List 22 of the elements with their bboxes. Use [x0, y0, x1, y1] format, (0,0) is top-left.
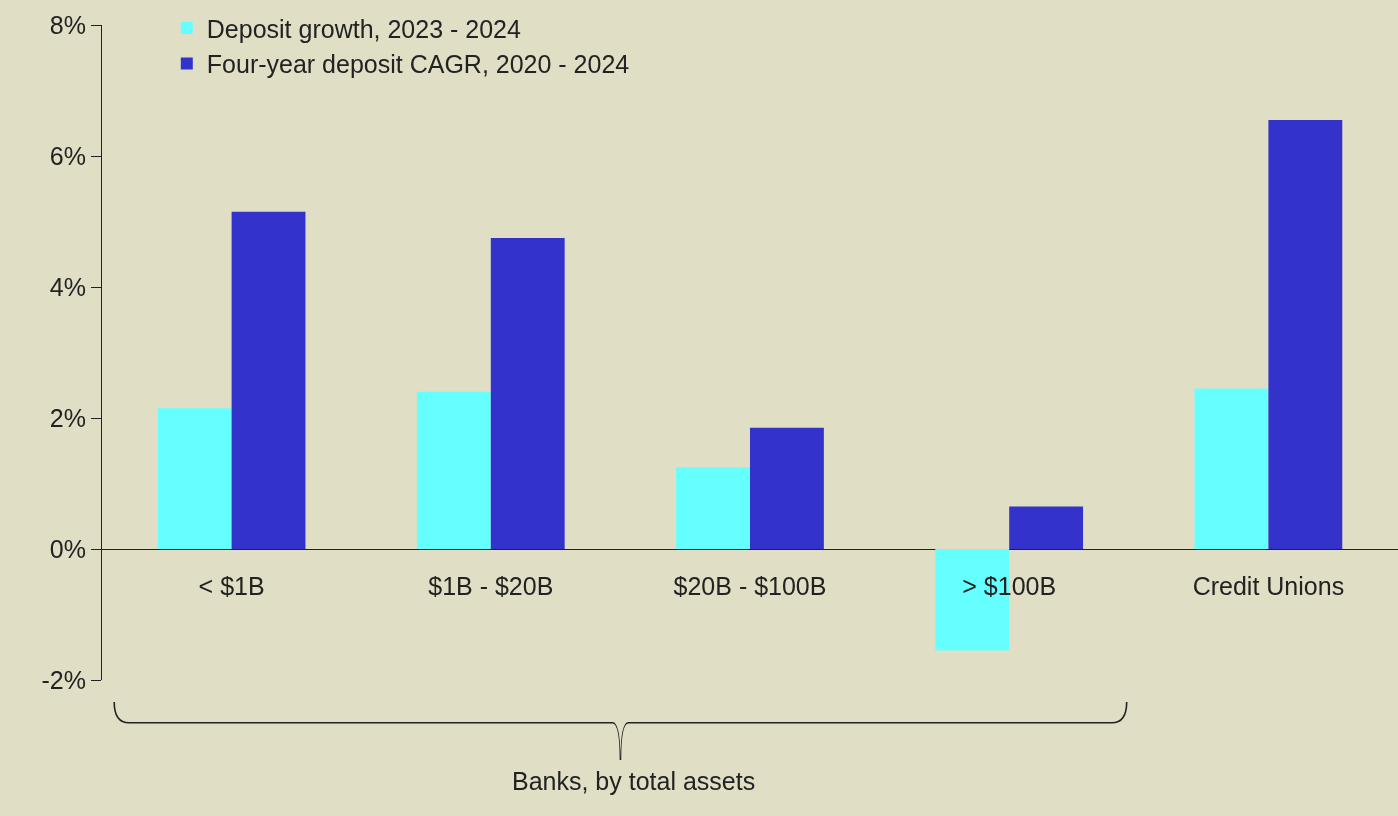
y-tick-label: 4% [49, 272, 86, 301]
x-tick-label: < $1B [198, 572, 265, 600]
legend-label: Deposit growth, 2023 - 2024 [206, 14, 521, 43]
y-tick-label: 0% [49, 534, 86, 563]
y-tick-label: 6% [49, 141, 86, 170]
x-tick-label: $20B - $100B [673, 572, 827, 600]
bar [676, 467, 750, 549]
bar [490, 237, 565, 549]
x-tick-label: $1B - $20B [428, 572, 554, 600]
bar [1268, 119, 1343, 549]
y-tick-label: -2% [41, 665, 86, 694]
bar [750, 427, 824, 549]
bar [231, 211, 306, 549]
x-tick-label: Credit Unions [1192, 572, 1345, 600]
bar [157, 408, 232, 549]
y-tick-label: 2% [49, 403, 86, 432]
bar [1009, 506, 1084, 549]
text: Banks, by total assets [512, 767, 756, 795]
y-tick-label: 8% [49, 10, 86, 39]
bar [1194, 388, 1269, 549]
legend-label: Four-year deposit CAGR, 2020 - 2024 [206, 50, 630, 79]
bar [416, 391, 491, 549]
